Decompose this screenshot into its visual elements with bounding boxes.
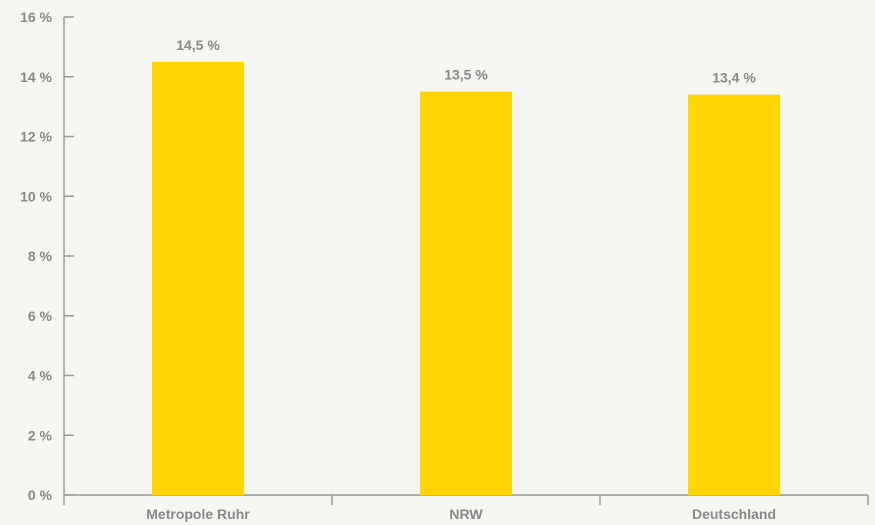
x-category-label: NRW (449, 506, 483, 522)
y-tick-label: 2 % (28, 427, 53, 443)
y-tick-label: 14 % (20, 69, 52, 85)
y-tick-label: 6 % (28, 308, 53, 324)
data-labels: 14,5 % 13,5 % 13,4 % (176, 37, 756, 86)
data-label: 13,4 % (712, 70, 756, 86)
data-label: 14,5 % (176, 37, 220, 53)
bars (152, 61, 780, 496)
y-tick-label: 4 % (28, 368, 53, 384)
y-tick-label: 10 % (20, 188, 52, 204)
x-category-label: Deutschland (692, 506, 776, 522)
bar (420, 91, 512, 495)
bar (152, 61, 244, 495)
y-tick-label: 8 % (28, 248, 53, 264)
x-axis: Metropole Ruhr NRW Deutschland (63, 494, 869, 522)
y-tick-label: 16 % (20, 9, 52, 25)
y-tick-label: 0 % (28, 487, 53, 503)
x-category-label: Metropole Ruhr (146, 506, 250, 522)
y-axis: 0 % 2 % 4 % 6 % 8 % 10 % 12 % 14 % 16 % (20, 9, 74, 503)
bar (688, 94, 780, 496)
data-label: 13,5 % (444, 67, 488, 83)
y-tick-label: 12 % (20, 129, 52, 145)
